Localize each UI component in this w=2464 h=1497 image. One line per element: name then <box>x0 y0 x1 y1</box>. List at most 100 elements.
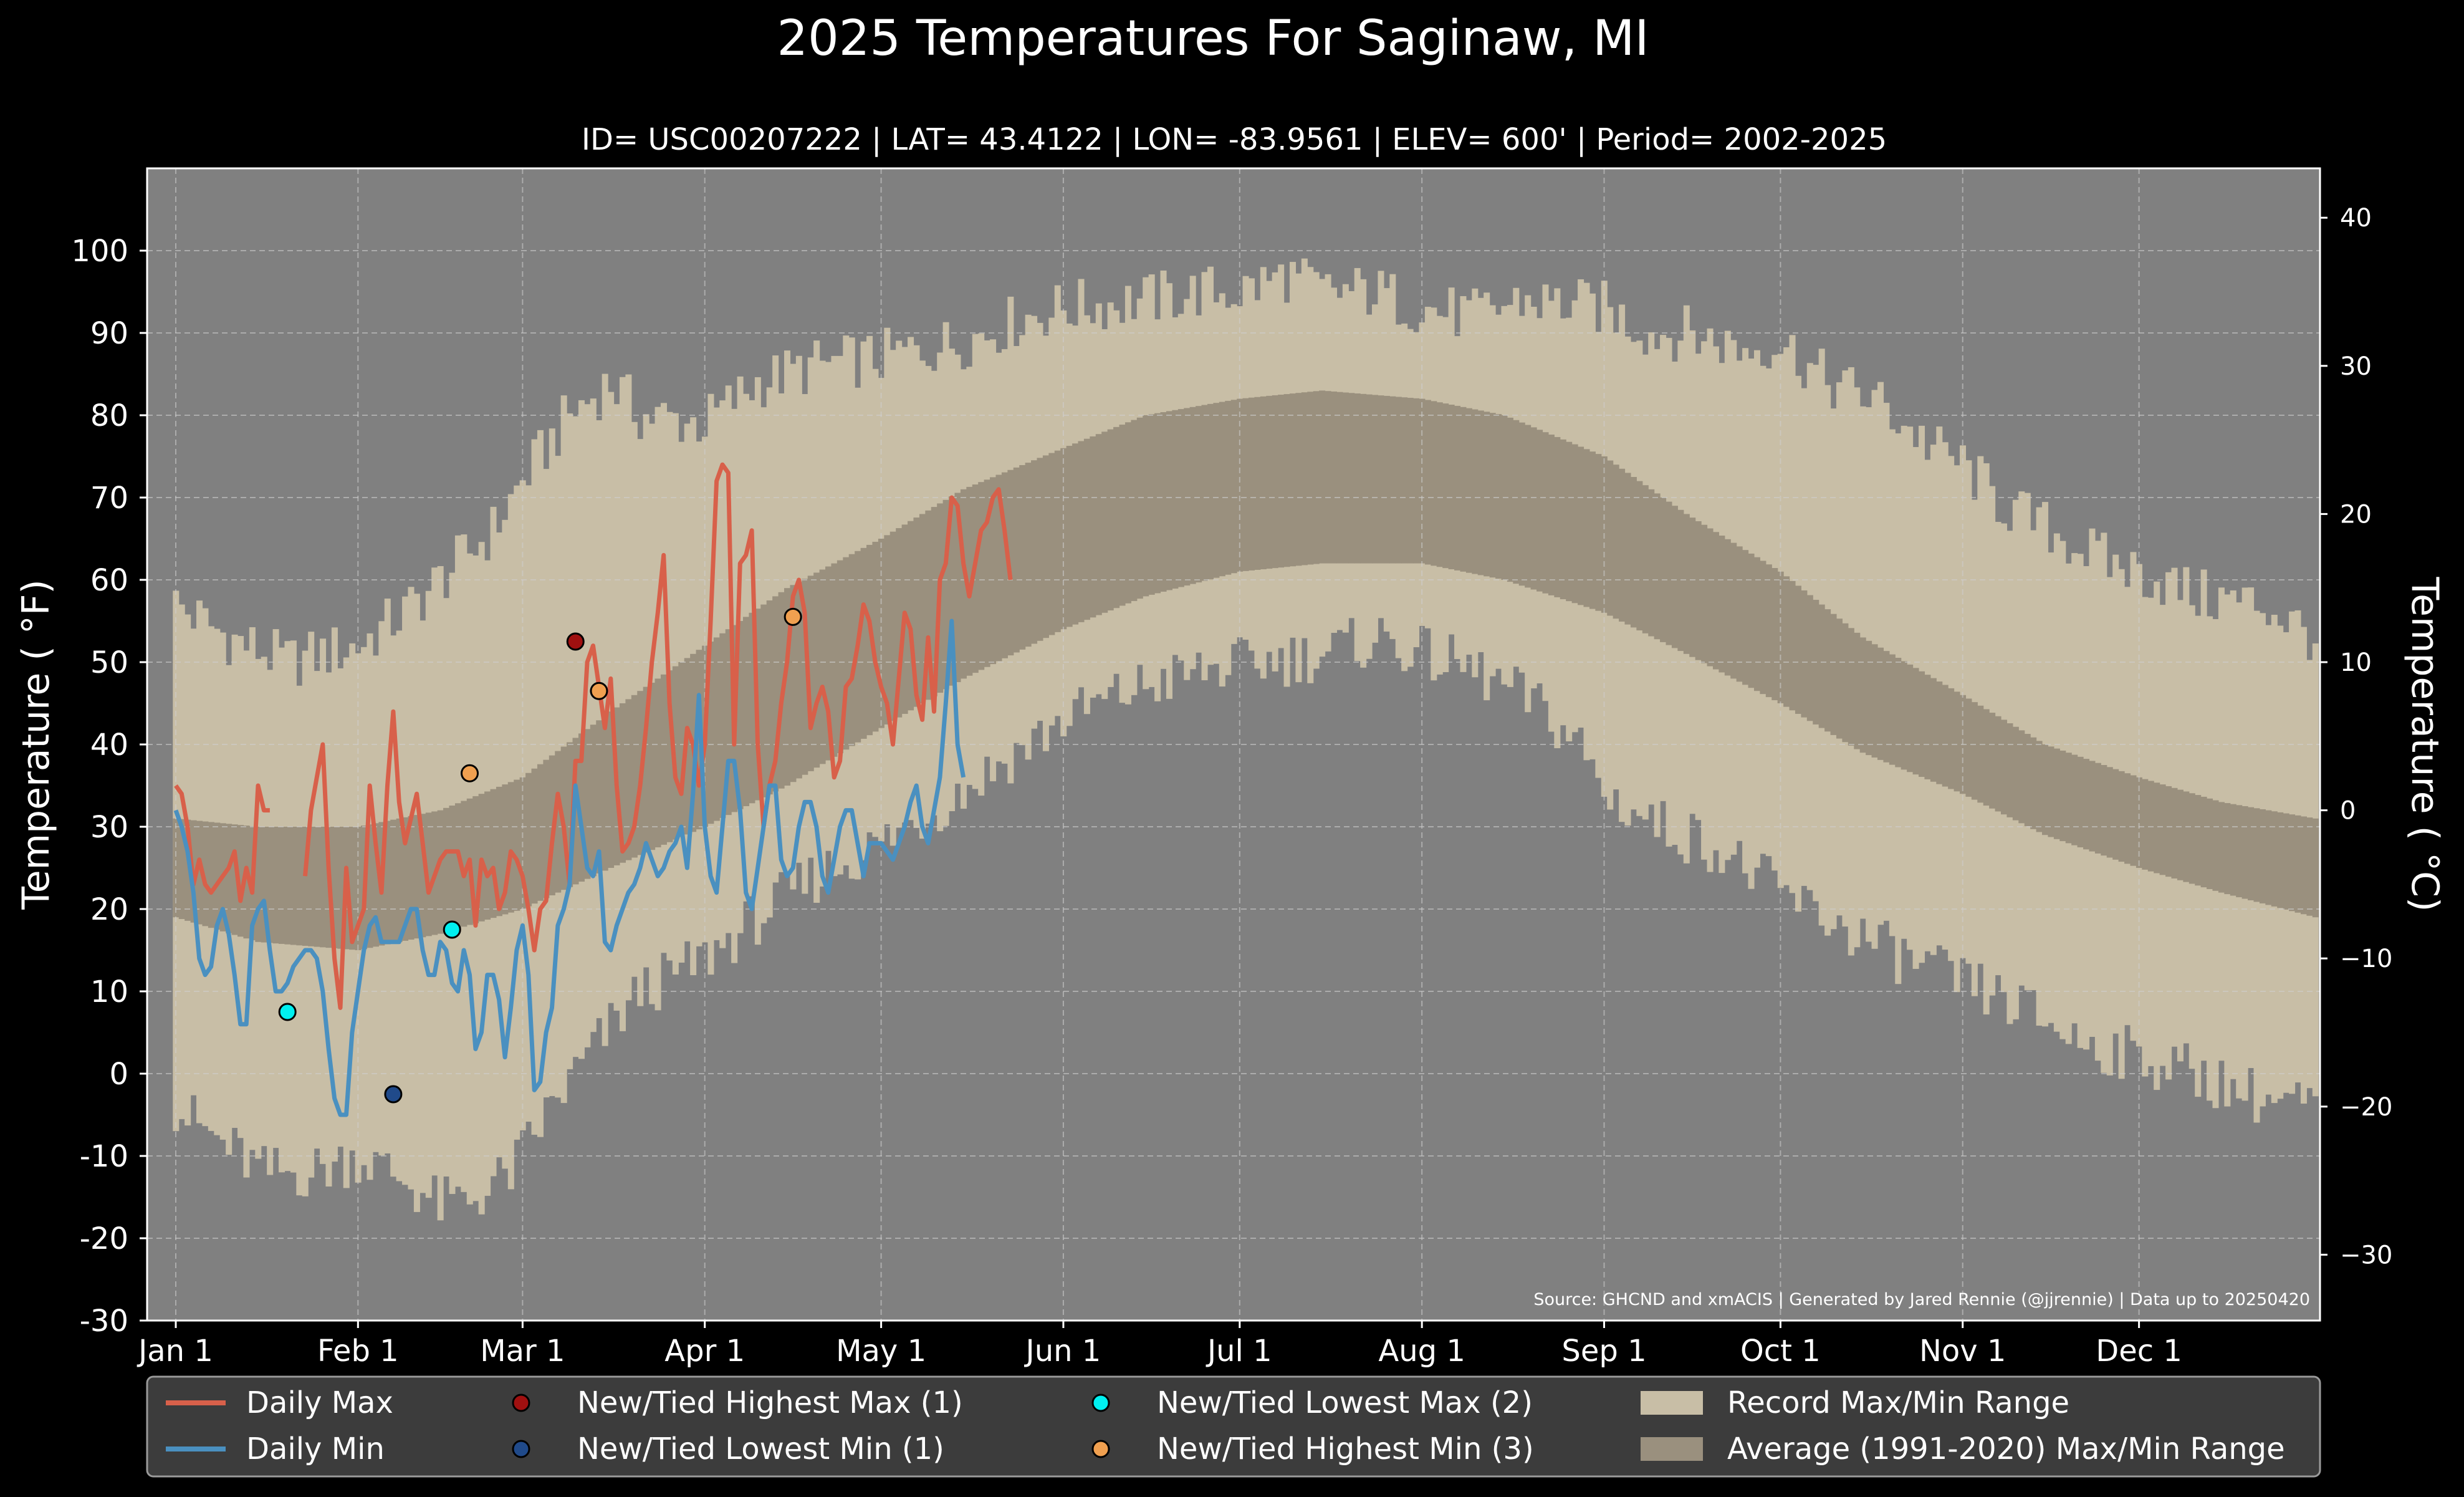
average-range-bars <box>173 390 2319 950</box>
average-range-bar <box>1054 450 1061 632</box>
average-range-bar <box>1771 568 1778 701</box>
average-range-bar <box>1548 435 1555 595</box>
average-range-bar <box>1742 550 1749 685</box>
average-range-bar <box>461 801 467 927</box>
x-tick-label: May 1 <box>836 1334 926 1369</box>
average-range-bar <box>2253 808 2260 902</box>
x-tick-label: Feb 1 <box>317 1334 399 1369</box>
average-range-bar <box>290 827 297 945</box>
average-range-bar <box>990 477 997 665</box>
average-range-bar <box>531 768 538 904</box>
average-range-bar <box>296 827 303 946</box>
record-markers <box>278 607 802 1104</box>
average-range-bar <box>1124 422 1131 604</box>
average-range-bar <box>543 759 550 898</box>
average-range-bar <box>425 812 432 936</box>
x-tick-label: Apr 1 <box>664 1334 745 1369</box>
average-range-bar <box>1965 698 1972 797</box>
average-range-bar <box>2094 763 2101 854</box>
x-tick-label: Oct 1 <box>1740 1334 1821 1369</box>
average-range-bar <box>1325 391 1331 564</box>
average-range-bar <box>749 612 755 804</box>
average-range-bar <box>1642 485 1649 633</box>
y-left-tick-label: 10 <box>90 975 128 1009</box>
record-range-bar <box>596 420 603 1018</box>
average-range-bar <box>267 827 274 943</box>
average-range-bar <box>1566 441 1573 602</box>
average-range-bar <box>643 686 650 853</box>
average-range-bar <box>831 563 838 757</box>
average-range-bar <box>1225 400 1232 575</box>
average-range-bar <box>1336 392 1343 564</box>
average-range-bar <box>2294 815 2301 913</box>
y-left-tick-label: 0 <box>109 1057 128 1092</box>
average-range-bar <box>1871 644 1878 758</box>
average-range-bar <box>1348 393 1355 564</box>
chart-subtitle: ID= USC00207222 | LAT= 43.4122 | LON= -8… <box>582 122 1887 157</box>
average-range-bar <box>2277 812 2284 908</box>
average-range-bar <box>314 827 320 947</box>
average-range-bar <box>896 528 903 718</box>
average-range-bar <box>631 695 638 858</box>
y-left-tick-label: -10 <box>80 1139 128 1174</box>
average-range-bar <box>1295 393 1302 566</box>
average-range-bar <box>1360 393 1367 564</box>
average-range-bar <box>1571 444 1578 604</box>
average-range-bar <box>2136 777 2142 868</box>
average-range-bar <box>1654 493 1661 640</box>
average-range-bar <box>1719 536 1725 673</box>
x-tick-label: Jan 1 <box>137 1334 213 1369</box>
average-range-bar <box>878 539 884 728</box>
average-range-bar <box>1607 460 1614 616</box>
average-range-bar <box>2312 818 2319 918</box>
average-range-bar <box>737 621 744 809</box>
average-range-bar <box>960 489 967 679</box>
average-range-bar <box>1630 477 1637 628</box>
average-range-bar <box>725 629 732 816</box>
average-range-bar <box>1289 393 1297 567</box>
average-range-bar <box>2142 779 2149 870</box>
average-range-bar <box>1889 654 1896 765</box>
legend-item-lowest-max: New/Tied Lowest Max (2) <box>1091 1385 1533 1420</box>
average-range-bar <box>1013 467 1020 653</box>
y-axis-left-label: Temperature ( °F) <box>14 579 58 910</box>
average-range-bar <box>237 825 244 937</box>
average-range-bar <box>2006 723 2013 817</box>
average-range-bar <box>2218 802 2225 893</box>
average-range-bar <box>1131 420 1138 601</box>
average-range-bar <box>555 751 562 893</box>
average-range-bar <box>713 637 720 821</box>
average-range-bar <box>472 796 479 923</box>
average-range-bar <box>2036 741 2043 832</box>
average-range-bar <box>1830 614 1837 735</box>
average-range-bar <box>1589 451 1596 609</box>
average-range-bar <box>1442 403 1449 569</box>
average-range-bar <box>1025 463 1032 647</box>
average-range-bar <box>372 823 379 947</box>
average-range-bar <box>1307 392 1314 565</box>
average-range-bar <box>1389 396 1396 564</box>
average-range-bar <box>719 633 726 818</box>
average-range-bar <box>1883 651 1890 763</box>
average-range-bar <box>1401 397 1408 564</box>
average-range-bar <box>1924 675 1931 779</box>
average-range-bar <box>1554 436 1561 597</box>
average-range-bar <box>1007 469 1014 656</box>
average-range-bar <box>848 554 855 746</box>
average-range-bar <box>872 541 879 732</box>
chart-title: 2025 Temperatures For Saginaw, MI <box>777 11 1649 67</box>
average-range-bar <box>884 535 891 724</box>
average-range-bar <box>1842 623 1849 743</box>
average-range-bar <box>2271 811 2278 907</box>
y-left-tick-label: 60 <box>90 563 128 598</box>
legend-item-highest-min: New/Tied Highest Min (3) <box>1091 1432 1534 1466</box>
average-range-bar <box>261 827 267 943</box>
average-range-bar <box>2200 796 2207 888</box>
average-range-bar <box>514 779 520 911</box>
x-tick-label: Jun 1 <box>1024 1334 1101 1369</box>
legend-item-daily-min: Daily Min <box>166 1432 385 1466</box>
average-range-bar <box>2300 816 2307 915</box>
average-range-bar <box>1989 713 1996 809</box>
average-range-bar <box>1624 473 1631 625</box>
average-range-bar <box>1424 400 1431 565</box>
